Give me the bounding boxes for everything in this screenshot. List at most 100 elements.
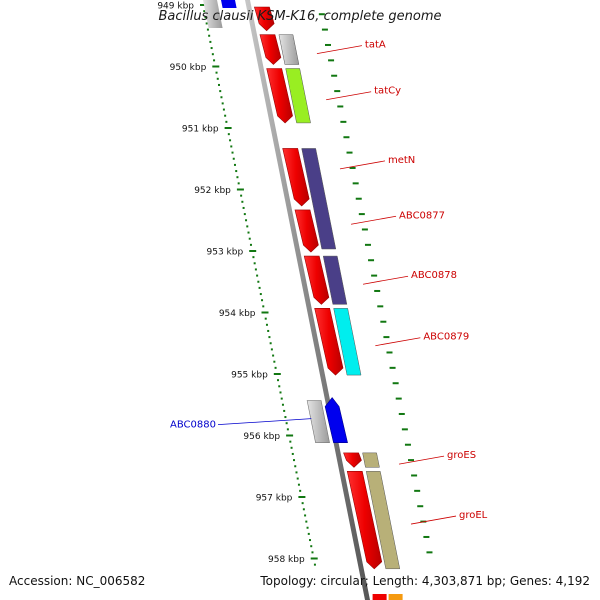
minor-tick xyxy=(290,446,293,449)
minor-tick xyxy=(253,262,256,265)
tick-label: 956 kbp xyxy=(243,432,280,442)
outer-tick xyxy=(331,74,338,77)
outer-tick xyxy=(334,90,341,93)
strand-block xyxy=(343,452,362,468)
gene-arrow-ABC0880 xyxy=(324,397,348,444)
minor-tick xyxy=(281,403,284,406)
minor-tick xyxy=(237,182,240,185)
minor-tick xyxy=(227,133,230,136)
minor-tick xyxy=(217,83,220,86)
strand-block xyxy=(294,209,319,253)
label-leader xyxy=(350,215,397,225)
minor-tick xyxy=(279,391,282,394)
minor-tick xyxy=(242,206,245,209)
minor-tick xyxy=(225,120,228,123)
outer-tick xyxy=(346,151,353,154)
minor-tick xyxy=(261,299,264,302)
outer-tick xyxy=(383,336,390,339)
gene-label-tatCy: tatCy xyxy=(374,86,401,97)
minor-tick xyxy=(256,274,259,277)
minor-tick xyxy=(302,508,305,511)
major-tick xyxy=(236,188,244,191)
outer-tick xyxy=(401,428,408,431)
major-tick xyxy=(310,557,318,560)
gene-label-groES: groES xyxy=(447,450,476,461)
minor-tick xyxy=(232,157,235,160)
minor-tick xyxy=(248,237,251,240)
minor-tick xyxy=(224,114,227,117)
minor-tick xyxy=(235,170,238,173)
outer-tick xyxy=(364,243,371,246)
minor-tick xyxy=(240,194,243,197)
label-leader xyxy=(339,160,386,170)
minor-tick xyxy=(247,231,250,234)
minor-tick xyxy=(203,10,206,13)
label-leader xyxy=(326,91,372,101)
tick-label: 952 kbp xyxy=(194,186,231,196)
outer-tick xyxy=(337,105,344,108)
minor-tick xyxy=(216,77,219,80)
gene-label-ABC0880: ABC0880 xyxy=(170,420,216,431)
minor-tick xyxy=(230,145,233,148)
backbone-line xyxy=(245,0,370,600)
minor-tick xyxy=(272,354,275,357)
bottom-red-block xyxy=(372,594,387,600)
minor-tick xyxy=(291,452,294,455)
gene-label-metN: metN xyxy=(388,155,415,166)
minor-tick xyxy=(231,151,234,154)
major-tick xyxy=(200,4,207,6)
minor-tick xyxy=(296,477,299,480)
tick-label: 957 kbp xyxy=(256,494,293,504)
minor-tick xyxy=(241,200,244,203)
gene-block-tatA xyxy=(278,34,300,65)
outer-tick xyxy=(408,459,415,462)
genome-summary-text: Topology: circular; Length: 4,303,871 bp… xyxy=(260,574,590,588)
minor-tick xyxy=(273,360,276,363)
outer-tick xyxy=(389,366,396,369)
outer-tick xyxy=(380,320,387,323)
map-band xyxy=(201,0,460,600)
gene-label-ABC0877: ABC0877 xyxy=(399,210,445,221)
top-gray-block xyxy=(203,0,223,28)
outer-tick xyxy=(398,412,405,415)
major-tick xyxy=(212,65,220,68)
outer-tick xyxy=(386,351,393,354)
minor-tick xyxy=(294,465,297,468)
minor-tick xyxy=(269,342,272,345)
minor-tick xyxy=(305,520,308,523)
minor-tick xyxy=(311,551,314,554)
gene-block-ABC0878 xyxy=(322,255,348,305)
label-leader xyxy=(375,337,421,347)
minor-tick xyxy=(295,471,298,474)
top-blue-block xyxy=(221,0,237,8)
tick-label: 958 kbp xyxy=(268,555,305,565)
tick-label: 955 kbp xyxy=(231,371,268,381)
label-leader xyxy=(316,45,362,54)
minor-tick xyxy=(245,219,248,222)
minor-tick xyxy=(268,336,271,339)
minor-tick xyxy=(283,409,286,412)
major-tick xyxy=(261,311,269,314)
minor-tick xyxy=(233,163,236,166)
minor-tick xyxy=(309,539,312,542)
strand-block xyxy=(303,255,330,305)
strand-block xyxy=(346,471,383,570)
tick-label: 950 kbp xyxy=(170,63,207,73)
tick-label: 951 kbp xyxy=(182,125,219,135)
minor-tick xyxy=(249,243,252,246)
bottom-orange-block xyxy=(388,594,403,600)
accession-text: Accession: NC_006582 xyxy=(9,574,146,588)
minor-tick xyxy=(213,59,216,62)
major-tick xyxy=(273,373,281,375)
minor-tick xyxy=(221,102,224,105)
outer-tick xyxy=(368,259,375,262)
strand-block xyxy=(282,148,310,207)
major-tick xyxy=(286,434,294,437)
minor-tick xyxy=(313,563,316,566)
outer-tick xyxy=(349,166,356,169)
minor-tick xyxy=(284,416,287,419)
minor-tick xyxy=(304,514,307,517)
minor-tick xyxy=(252,256,255,259)
minor-tick xyxy=(215,71,218,74)
minor-tick xyxy=(262,305,265,308)
